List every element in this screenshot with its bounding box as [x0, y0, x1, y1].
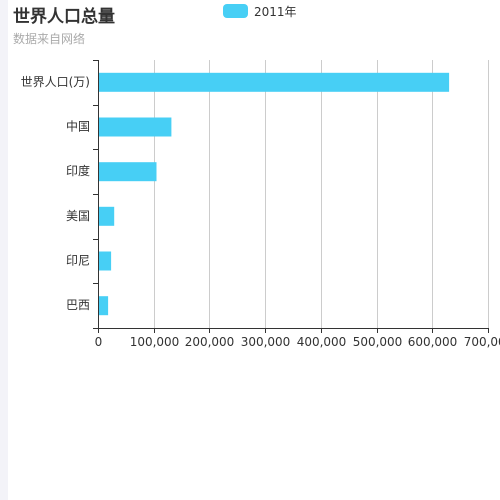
x-tick-label: 0 — [95, 335, 103, 349]
y-tick-label: 世界人口(万) — [21, 75, 90, 89]
y-tick-label: 中国 — [66, 119, 90, 134]
y-tick-label: 美国 — [66, 209, 90, 223]
x-tick-label: 200,000 — [185, 335, 235, 349]
bar — [98, 117, 172, 137]
legend-swatch — [223, 4, 248, 18]
x-tick-label: 600,000 — [408, 335, 458, 349]
y-tick-label: 印度 — [66, 163, 90, 178]
bar — [98, 72, 450, 92]
bar — [98, 251, 112, 271]
bar — [98, 162, 157, 182]
legend-label: 2011年 — [254, 4, 297, 19]
y-tick-label: 印尼 — [66, 254, 90, 268]
x-tick-label: 700,000 — [464, 335, 500, 349]
x-tick-label: 500,000 — [353, 335, 403, 349]
bar — [98, 296, 109, 316]
bar — [98, 206, 115, 226]
x-tick-label: 100,000 — [130, 335, 180, 349]
legend[interactable]: 2011年 — [223, 3, 297, 19]
chart-title: 世界人口总量 — [13, 7, 115, 27]
chart-subtitle: 数据来自网络 — [13, 32, 86, 46]
x-tick-label: 400,000 — [297, 335, 347, 349]
x-tick-label: 300,000 — [241, 335, 291, 349]
y-tick-label: 巴西 — [66, 298, 90, 312]
